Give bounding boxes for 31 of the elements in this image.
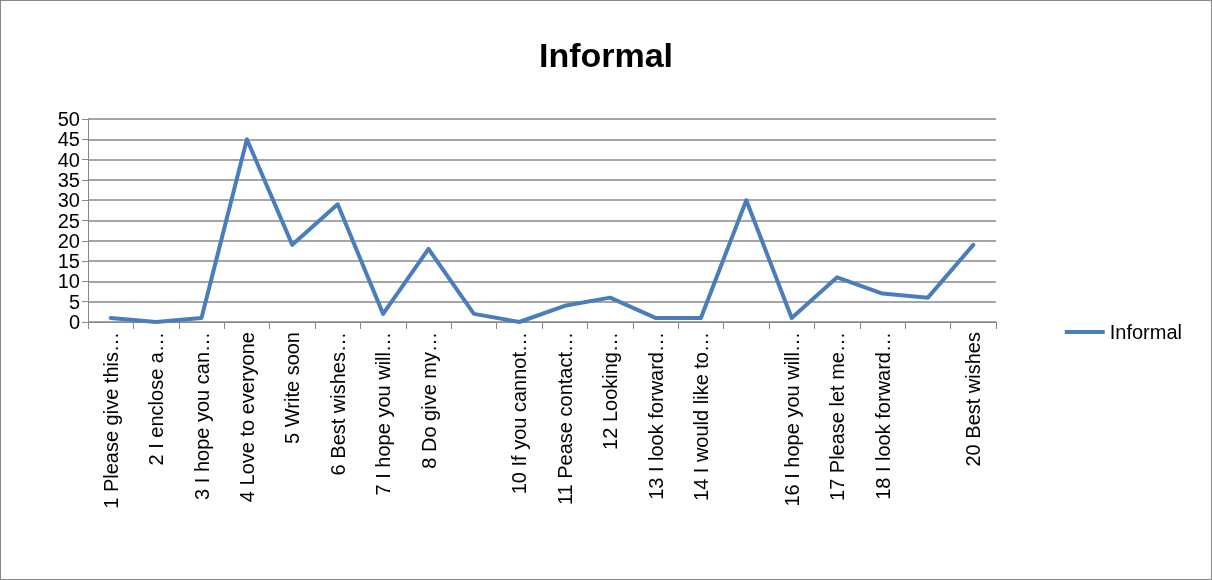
x-tick-label: 6 Best wishes… [326,332,349,476]
x-tick-label: 1 Please give this… [99,332,122,509]
y-tick-label: 45 [57,128,80,151]
y-tick-label: 50 [57,108,80,130]
x-tick-label: 16 I hope you will… [780,332,803,507]
y-tick-label: 25 [57,209,80,232]
x-tick-label: 12 Looking… [599,332,622,450]
y-tick-label: 30 [57,189,80,212]
x-tick-label: 5 Write soon [281,332,304,444]
legend-label: Informal [1109,321,1182,343]
x-tick-label: 2 I enclose a… [145,332,168,466]
y-tick-label: 0 [68,311,80,333]
x-tick-label: 14 I would like to… [689,332,712,501]
x-tick-label: 3 I hope you can… [190,332,213,500]
x-tick-label: 13 I look forward… [644,332,667,500]
x-tick-label: 18 I look forward… [871,332,894,500]
x-tick-label: 10 If you cannot… [508,332,531,495]
x-tick-label: 7 I hope you will… [372,332,395,496]
y-tick-label: 20 [57,229,80,252]
y-tick-label: 35 [57,168,80,191]
line-series [108,137,976,324]
x-tick-label: 17 Please let me… [826,332,849,501]
x-tick-label: 11 Pease contact… [553,332,576,506]
y-tick-label: 40 [57,148,80,171]
x-tick-label: 4 Love to everyone [235,332,258,503]
x-tick-label: 20 Best wishes [962,332,985,467]
y-tick-label: 10 [57,270,80,293]
y-tick-label: 5 [68,290,80,313]
chart-title: Informal [538,36,674,74]
x-tick-label: 8 Do give my… [417,332,440,469]
y-tick-label: 15 [57,250,80,273]
